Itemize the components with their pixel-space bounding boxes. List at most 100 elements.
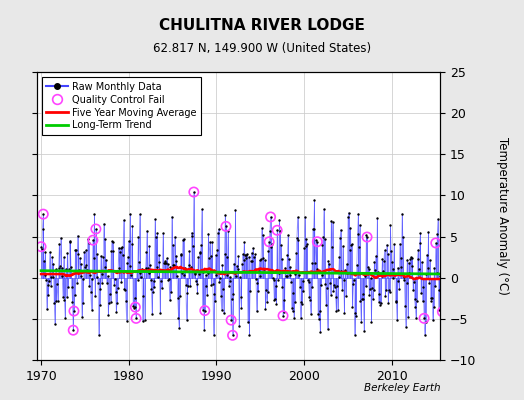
Point [45, 278, 53, 284]
Point [67, 264, 75, 270]
Point [55, 241, 63, 247]
Point [432, 269, 441, 276]
Point [322, 302, 330, 308]
Point [315, 308, 324, 314]
Point [101, 264, 110, 270]
Point [223, 272, 231, 278]
Point [154, 274, 162, 280]
Point [242, 252, 250, 258]
Point [294, 237, 302, 243]
Point [179, 236, 187, 243]
Point [357, 319, 365, 325]
Point [373, 215, 381, 221]
Point [184, 282, 192, 289]
Point [351, 310, 359, 316]
Point [410, 296, 419, 303]
Point [105, 300, 113, 306]
Y-axis label: Temperature Anomaly (°C): Temperature Anomaly (°C) [496, 137, 509, 295]
Point [353, 262, 361, 268]
Point [329, 288, 337, 294]
Point [278, 284, 287, 290]
Point [191, 270, 200, 276]
Point [52, 298, 61, 304]
Point [261, 306, 270, 312]
Point [49, 260, 58, 267]
Point [235, 323, 243, 330]
Point [257, 256, 265, 263]
Point [51, 266, 60, 273]
Point [325, 280, 334, 287]
Point [204, 230, 213, 237]
Point [273, 227, 281, 234]
Point [439, 284, 447, 290]
Point [336, 226, 345, 233]
Point [416, 230, 424, 236]
Point [272, 301, 281, 308]
Point [384, 250, 392, 257]
Point [86, 289, 95, 296]
Point [290, 314, 298, 321]
Point [338, 286, 346, 293]
Point [348, 304, 357, 310]
Point [313, 238, 322, 245]
Point [231, 270, 239, 276]
Point [178, 270, 187, 276]
Point [228, 332, 237, 338]
Point [82, 262, 91, 268]
Point [84, 236, 92, 243]
Point [105, 291, 114, 298]
Point [320, 206, 328, 212]
Point [77, 273, 85, 280]
Point [309, 226, 317, 232]
Point [66, 238, 74, 245]
Point [176, 293, 184, 299]
Point [340, 277, 348, 283]
Point [310, 226, 318, 232]
Point [57, 235, 65, 241]
Point [158, 285, 166, 292]
Point [378, 256, 387, 262]
Point [89, 237, 97, 243]
Point [425, 257, 434, 264]
Point [303, 240, 311, 247]
Point [237, 304, 246, 311]
Point [295, 272, 303, 279]
Point [225, 274, 234, 280]
Point [438, 292, 446, 298]
Point [377, 300, 385, 306]
Point [201, 307, 209, 314]
Point [266, 228, 274, 234]
Point [136, 211, 144, 218]
Point [127, 241, 136, 248]
Point [96, 286, 104, 292]
Point [43, 282, 52, 288]
Point [349, 280, 357, 287]
Point [60, 254, 68, 260]
Point [124, 254, 132, 260]
Point [264, 248, 272, 254]
Point [200, 327, 208, 333]
Point [266, 214, 275, 220]
Point [267, 244, 276, 250]
Point [133, 268, 141, 274]
Point [182, 317, 191, 323]
Point [271, 296, 279, 303]
Point [90, 255, 98, 261]
Point [147, 286, 156, 292]
Point [394, 264, 402, 271]
Point [111, 276, 119, 282]
Point [156, 310, 165, 316]
Point [70, 308, 78, 314]
Point [397, 264, 406, 270]
Point [163, 261, 172, 267]
Point [170, 262, 178, 268]
Point [429, 317, 437, 324]
Point [363, 234, 372, 240]
Point [126, 210, 135, 217]
Point [316, 328, 324, 335]
Point [234, 253, 243, 260]
Point [397, 255, 405, 262]
Point [407, 254, 415, 260]
Point [395, 286, 403, 292]
Point [266, 214, 275, 220]
